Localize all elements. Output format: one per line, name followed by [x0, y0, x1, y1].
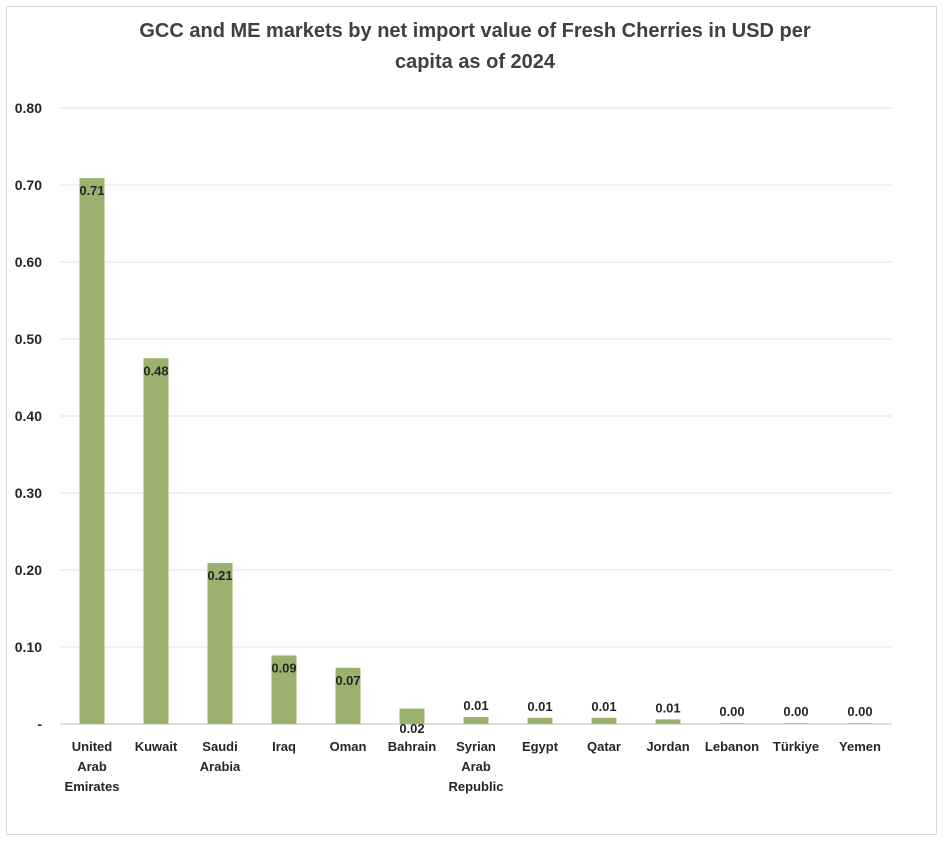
data-label: 0.02	[399, 721, 424, 736]
data-label: 0.00	[847, 704, 872, 719]
x-tick-label: Iraq	[272, 739, 296, 754]
y-tick-label: 0.50	[15, 331, 42, 347]
data-label: 0.01	[463, 698, 488, 713]
y-tick-label: 0.30	[15, 485, 42, 501]
data-label: 0.09	[271, 660, 296, 675]
data-label: 0.07	[335, 673, 360, 688]
x-tick-label: Türkiye	[773, 739, 819, 754]
x-tick-label: Egypt	[522, 739, 559, 754]
chart-title-line-2: capita as of 2024	[395, 51, 556, 73]
x-tick-label: Saudi	[202, 739, 237, 754]
y-tick-label: -	[37, 716, 42, 732]
x-tick-label: Qatar	[587, 739, 621, 754]
y-tick-label: 0.20	[15, 562, 42, 578]
bar	[847, 723, 873, 724]
x-tick-label: Syrian	[456, 739, 496, 754]
data-label: 0.01	[527, 699, 552, 714]
x-tick-label: Arab	[77, 759, 107, 774]
bar	[143, 358, 169, 724]
x-tick-label: Bahrain	[388, 739, 436, 754]
x-tick-label: United	[72, 739, 113, 754]
bar	[399, 708, 425, 724]
chart-title-line-1: GCC and ME markets by net import value o…	[139, 20, 810, 42]
bar	[207, 563, 233, 724]
data-label: 0.71	[79, 183, 104, 198]
x-tick-label: Republic	[449, 779, 504, 794]
y-tick-label: 0.80	[15, 100, 42, 116]
x-tick-label: Lebanon	[705, 739, 759, 754]
bar	[719, 723, 745, 724]
bar	[591, 717, 617, 724]
y-tick-label: 0.60	[15, 254, 42, 270]
data-label: 0.00	[783, 704, 808, 719]
bar	[335, 667, 361, 724]
x-tick-label: Oman	[330, 739, 367, 754]
bar	[79, 178, 105, 724]
x-tick-label: Arab	[461, 759, 491, 774]
x-tick-label: Jordan	[646, 739, 689, 754]
x-tick-label: Kuwait	[135, 739, 178, 754]
data-label: 0.01	[591, 699, 616, 714]
x-tick-label: Arabia	[200, 759, 241, 774]
bar	[783, 723, 809, 724]
bar	[463, 717, 489, 724]
y-tick-label: 0.70	[15, 177, 42, 193]
data-label: 0.21	[207, 568, 232, 583]
x-tick-label: Emirates	[65, 779, 120, 794]
y-tick-label: 0.40	[15, 408, 42, 424]
bar	[271, 655, 297, 724]
data-label: 0.00	[719, 704, 744, 719]
y-tick-label: 0.10	[15, 639, 42, 655]
data-label: 0.48	[143, 363, 168, 378]
bar	[655, 719, 681, 724]
x-tick-label: Yemen	[839, 739, 881, 754]
bar	[527, 717, 553, 724]
data-label: 0.01	[655, 700, 680, 715]
